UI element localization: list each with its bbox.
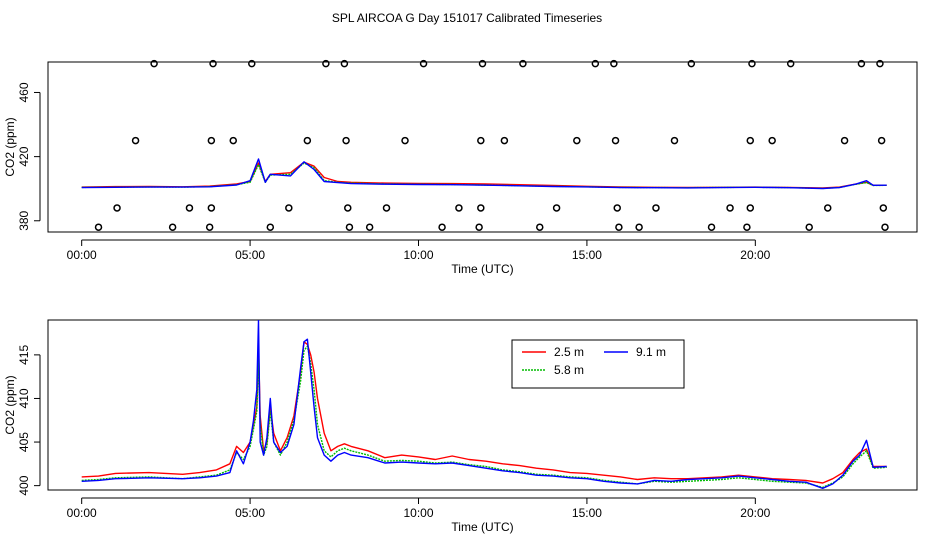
calibration-point (615, 223, 623, 231)
calibration-point (748, 59, 756, 68)
plot-frame (47, 319, 918, 491)
calibration-point (805, 223, 813, 231)
x-axis-label: Time (UTC) (451, 262, 513, 276)
calibration-point (726, 204, 734, 212)
calibration-point (168, 223, 177, 231)
figure-title: SPL AIRCOA G Day 151017 Calibrated Times… (332, 11, 602, 25)
calibration-point (455, 204, 463, 212)
y-tick-label: 410 (17, 388, 31, 408)
calibration-point (840, 136, 849, 145)
x-tick-label: 00:00 (67, 248, 97, 262)
calibration-point (209, 59, 217, 68)
calibration-point (340, 59, 349, 68)
calibration-point (573, 136, 581, 145)
y-tick-label: 380 (17, 210, 31, 230)
calibration-point (365, 223, 374, 231)
x-tick-label: 10:00 (403, 248, 433, 262)
calibration-point (519, 59, 527, 68)
calibration-point (477, 204, 485, 212)
y-axis-label: CO2 (ppm) (3, 375, 17, 434)
calibration-point (478, 59, 487, 68)
calibration-point (857, 59, 866, 68)
calibration-point (877, 136, 886, 145)
legend-label: 9.1 m (636, 345, 666, 359)
calibration-point (536, 223, 544, 231)
legend-label: 2.5 m (554, 345, 584, 359)
y-axis-label: CO2 (ppm) (3, 117, 17, 176)
calibration-point (610, 59, 618, 68)
calibration-point (438, 223, 446, 231)
y-tick-label: 420 (17, 146, 31, 166)
calibration-point (591, 59, 600, 68)
calibration-point (746, 204, 755, 212)
calibration-point (303, 136, 312, 145)
y-tick-label: 405 (17, 432, 31, 452)
calibration-point (207, 204, 216, 212)
y-tick-label: 460 (17, 82, 31, 102)
calibration-point (150, 59, 158, 68)
x-tick-label: 05:00 (235, 506, 265, 520)
calibration-point (687, 59, 696, 68)
calibration-point (477, 136, 485, 145)
x-tick-label: 20:00 (740, 248, 770, 262)
series-line-9-1-m (81, 158, 887, 190)
calibration-point (876, 59, 884, 68)
calibration-point (670, 136, 679, 145)
x-tick-label: 15:00 (572, 506, 602, 520)
calibration-point (635, 223, 643, 231)
y-tick-label: 400 (17, 475, 31, 495)
calibration-point (345, 223, 354, 231)
calibration-point (707, 223, 716, 231)
calibration-point (419, 59, 428, 68)
series-line-9-1-m (81, 320, 887, 489)
x-tick-label: 20:00 (740, 506, 770, 520)
series-line-2-5-m (81, 161, 887, 189)
bottom-panel: 00:00 05:00 10:00 15:00 20:00 Time (UTC) 400 40… (3, 319, 918, 534)
calibration-point (475, 223, 483, 231)
x-tick-label: 10:00 (403, 506, 433, 520)
calibration-point (652, 204, 660, 212)
calibration-point (266, 223, 275, 231)
calibration-point (552, 204, 561, 212)
x-axis-label: Time (UTC) (451, 520, 513, 534)
y-tick-label: 415 (17, 345, 31, 365)
calibration-point (322, 59, 330, 68)
calibration-point (786, 59, 795, 68)
legend-label: 5.8 m (554, 363, 584, 377)
calibration-point (207, 136, 216, 145)
calibration-point (382, 204, 391, 212)
calibration-point (94, 223, 103, 231)
top-panel: 00:00 05:00 10:00 15:00 20:00 Time (UTC) 380 42… (3, 59, 918, 276)
x-tick-label: 05:00 (235, 248, 265, 262)
calibration-point (185, 204, 194, 212)
series-line-5-8-m (81, 345, 887, 489)
calibration-point (113, 204, 121, 212)
legend-box (511, 339, 685, 389)
calibration-point (344, 204, 352, 212)
x-tick-label: 15:00 (572, 248, 602, 262)
calibration-point (743, 223, 751, 231)
calibration-point (611, 136, 620, 145)
calibration-point (131, 136, 140, 145)
series-line-2-5-m (81, 341, 887, 484)
calibration-point (746, 136, 755, 145)
calibration-point (879, 204, 888, 212)
calibration-point (823, 204, 832, 212)
plot-frame (47, 61, 918, 233)
calibration-point (613, 204, 621, 212)
calibration-point (205, 223, 214, 231)
calibration-point (342, 136, 350, 145)
calibration-point (768, 136, 776, 145)
calibration-point (248, 59, 256, 68)
calibration-point (229, 136, 238, 145)
calibration-point (881, 223, 889, 231)
calibration-point (285, 204, 293, 212)
calibration-point (500, 136, 509, 145)
calibration-point (401, 136, 409, 145)
x-tick-label: 00:00 (67, 506, 97, 520)
